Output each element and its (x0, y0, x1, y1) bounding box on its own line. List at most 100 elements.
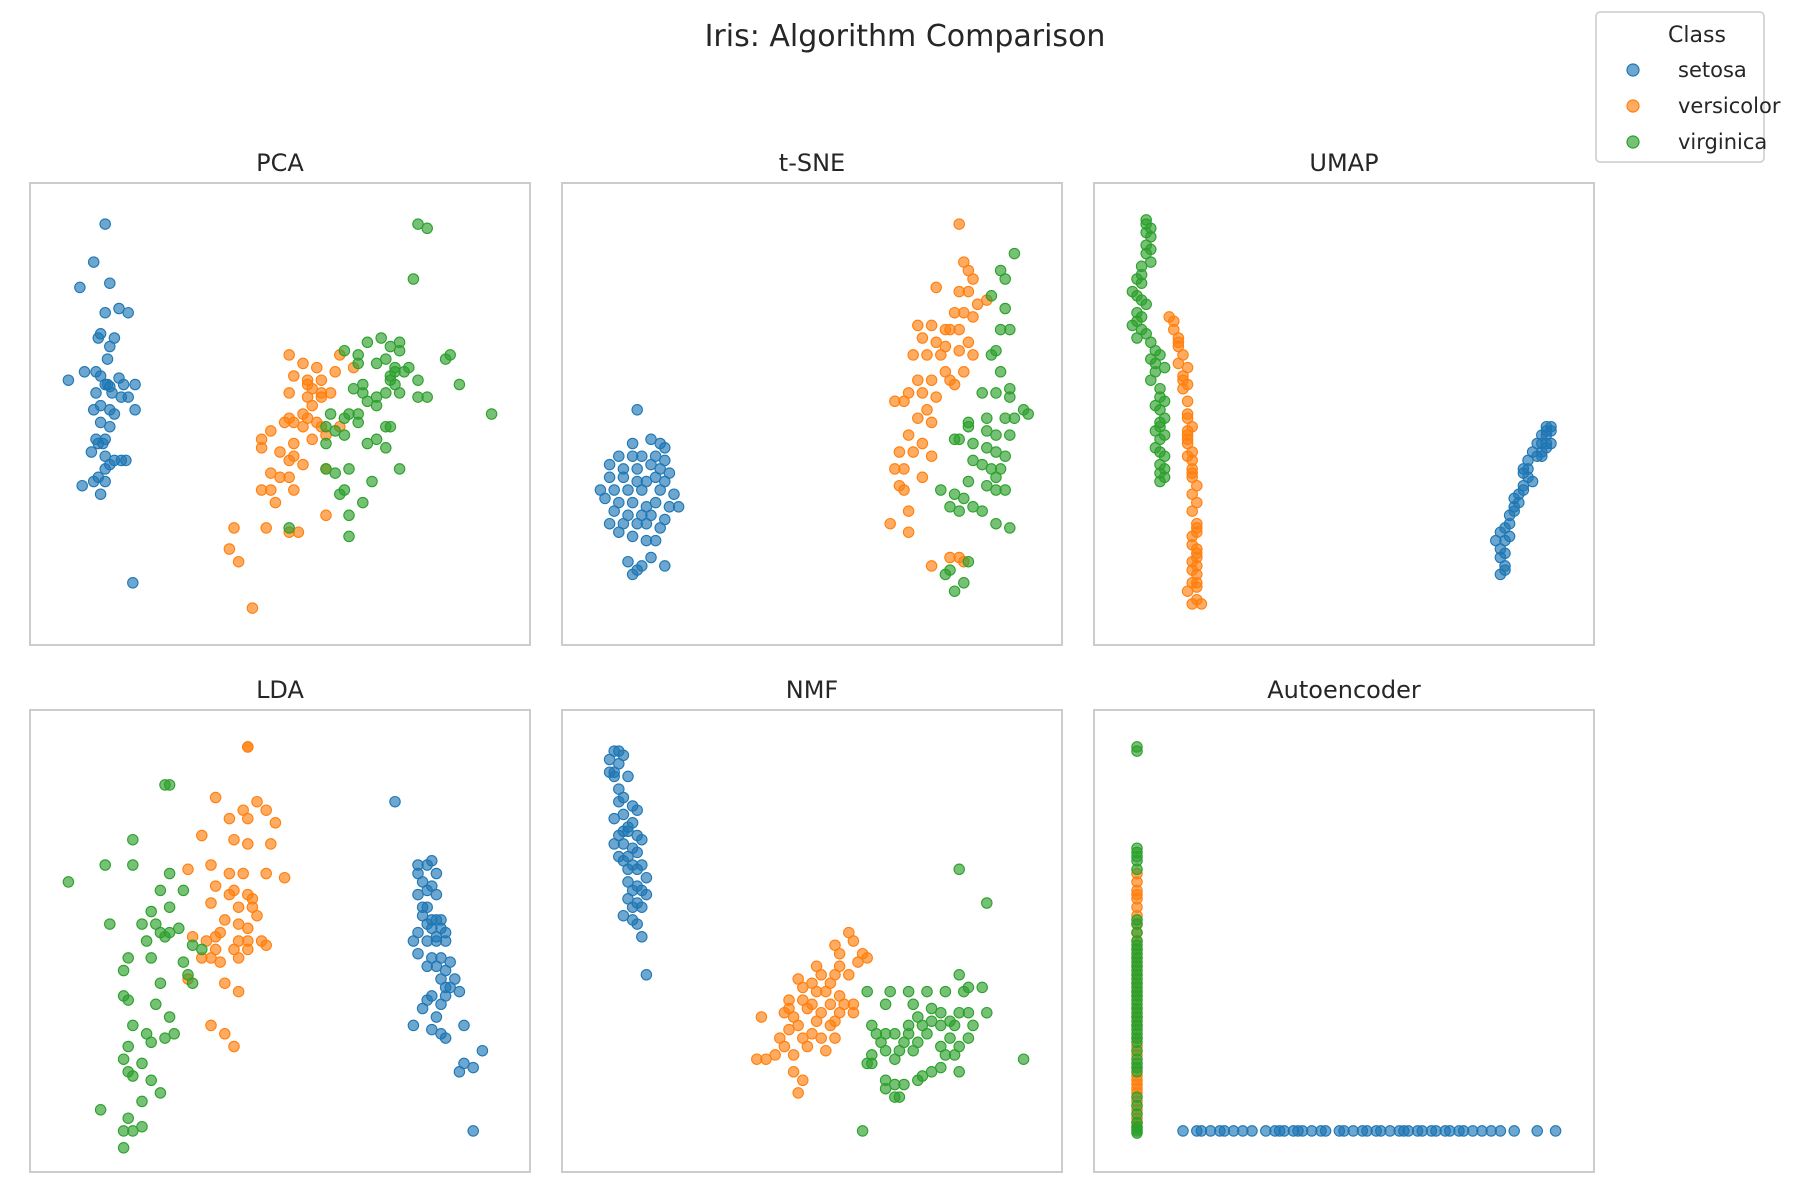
scatter-point (631, 918, 643, 930)
scatter-point (108, 408, 121, 420)
scatter-point (430, 1011, 443, 1023)
legend-title: Class (1668, 23, 1726, 48)
axes-frame (561, 709, 1063, 1173)
scatter-point (797, 981, 809, 994)
scatter-point (76, 479, 88, 492)
scatter-point (930, 336, 942, 349)
scatter-point (898, 484, 910, 496)
scatter-point (1181, 585, 1194, 597)
scatter-point (485, 408, 498, 420)
scatter-point (990, 429, 1002, 441)
scatter-point (1131, 1066, 1143, 1078)
scatter-point (603, 458, 616, 471)
scatter-point (990, 446, 1002, 458)
scatter-point (154, 977, 167, 989)
scatter-point (1008, 412, 1021, 424)
scatter-point (320, 437, 332, 450)
axes-frame (29, 182, 531, 646)
scatter-point (375, 332, 387, 344)
scatter-point (163, 901, 176, 913)
scatter-point (421, 391, 433, 403)
scatter-point (62, 374, 75, 386)
scatter-point (1319, 1125, 1332, 1137)
scatter-point (958, 306, 970, 319)
scatter-point (636, 484, 648, 496)
scatter-point (237, 867, 249, 880)
scatter-point (214, 956, 226, 968)
scatter-point (278, 871, 291, 884)
scatter-point (283, 454, 295, 467)
series-setosa (603, 745, 653, 981)
scatter-point (912, 1074, 924, 1087)
scatter-point (228, 1040, 240, 1053)
scatter-point (288, 484, 300, 496)
scatter-point (292, 526, 305, 538)
scatter-point (810, 1015, 823, 1027)
scatter-point (925, 1002, 938, 1015)
scatter-point (622, 555, 634, 568)
scatter-point (412, 947, 424, 960)
scatter-point (958, 366, 970, 378)
scatter-point (223, 888, 236, 901)
figure-title: Iris: Algorithm Comparison (705, 19, 1106, 54)
scatter-point (925, 1015, 938, 1027)
scatter-point (1017, 1053, 1030, 1065)
scatter-point (815, 969, 827, 981)
scatter-point (453, 378, 466, 391)
scatter-point (755, 1011, 768, 1023)
scatter-point (163, 1011, 176, 1023)
scatter-point (953, 1066, 965, 1078)
scatter-point (958, 492, 970, 505)
scatter-point (228, 833, 240, 846)
scatter-point (999, 450, 1011, 462)
scatter-point (608, 770, 620, 783)
scatter-point (944, 551, 956, 564)
scatter-point (357, 496, 369, 509)
scatter-point (944, 501, 956, 513)
scatter-point (186, 977, 199, 989)
scatter-point (265, 484, 277, 496)
scatter-point (948, 378, 961, 391)
scatter-point (622, 825, 634, 838)
scatter-point (288, 370, 300, 382)
scatter-point (902, 505, 915, 517)
scatter-point (297, 458, 309, 471)
scatter-point (117, 964, 130, 977)
scatter-point (916, 387, 929, 399)
scatter-point (792, 1019, 804, 1032)
scatter-point (242, 838, 254, 850)
scatter-point (948, 1019, 961, 1032)
scatter-point (315, 391, 328, 403)
scatter-point (1008, 247, 1021, 260)
scatter-point (260, 867, 272, 880)
scatter-point (265, 838, 277, 850)
scatter-point (393, 463, 406, 475)
scatter-point (430, 888, 443, 901)
scatter-point (87, 475, 100, 488)
scatter-point (981, 442, 993, 454)
scatter-point (613, 795, 625, 808)
scatter-point (1494, 1125, 1507, 1137)
scatter-point (90, 387, 102, 399)
scatter-point (380, 353, 392, 365)
scatter-point (1140, 298, 1152, 311)
scatter-point (329, 366, 341, 378)
scatter-point (847, 935, 860, 947)
scatter-point (92, 332, 105, 344)
scatter-point (889, 1053, 901, 1065)
scatter-point (94, 488, 107, 500)
scatter-point (631, 804, 643, 816)
scatter-point (649, 534, 662, 547)
scatter-point (320, 420, 332, 433)
scatter-point (1508, 1125, 1520, 1137)
scatter-point (1158, 361, 1171, 374)
series-setosa (389, 795, 489, 1137)
scatter-point (948, 488, 961, 500)
scatter-point (260, 522, 272, 534)
scatter-point (958, 577, 970, 589)
scatter-point (884, 517, 896, 530)
scatter-point (902, 985, 915, 998)
series-setosa (1177, 1125, 1562, 1137)
scatter-point (163, 779, 176, 791)
scatter-point (260, 804, 272, 816)
